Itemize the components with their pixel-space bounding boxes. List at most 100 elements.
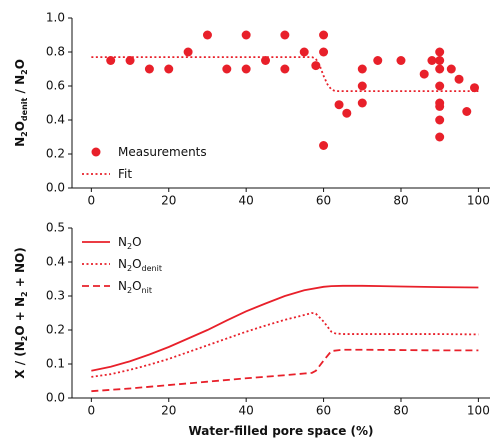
data-point	[334, 100, 344, 110]
data-point	[446, 64, 456, 74]
data-point	[454, 74, 464, 84]
x-tick-label: 20	[161, 194, 176, 208]
y-axis-label: X / (N2O + N2 + NO)	[13, 247, 29, 378]
data-point	[396, 56, 406, 65]
legend-marker	[91, 147, 101, 157]
data-point	[183, 47, 193, 57]
data-point	[435, 115, 445, 125]
data-point	[435, 47, 445, 57]
legend-label: Measurements	[118, 145, 207, 159]
text-part: N	[118, 235, 127, 249]
legend-label: Fit	[118, 167, 132, 181]
y-tick-label: 0.0	[46, 181, 65, 195]
data-point	[357, 64, 367, 74]
data-line	[91, 348, 479, 393]
y-tick-label: 0.1	[46, 357, 65, 371]
data-point	[319, 141, 329, 150]
data-point	[125, 56, 135, 65]
text-part: N	[118, 257, 127, 271]
x-tick-label: 60	[316, 404, 331, 418]
x-tick-label: 0	[88, 404, 96, 418]
data-point	[164, 64, 174, 74]
text-part: denit	[20, 97, 29, 121]
data-point	[435, 56, 445, 65]
text-part: Measurements	[118, 145, 207, 159]
legend-label: N2O	[118, 235, 142, 251]
x-tick-label: 60	[316, 194, 331, 208]
text-part: O	[132, 235, 141, 249]
legend-label: N2Odenit	[118, 257, 162, 273]
text-part: O + N	[13, 297, 27, 336]
x-tick-label: 40	[239, 194, 254, 208]
text-part: O	[13, 59, 27, 69]
data-point	[435, 101, 445, 111]
text-part: O	[13, 121, 27, 131]
data-point	[222, 64, 232, 74]
text-part: 2	[20, 291, 29, 297]
data-point	[462, 107, 472, 116]
data-point	[241, 64, 251, 74]
y-tick-label: 0.2	[46, 147, 65, 161]
data-point	[311, 61, 321, 71]
data-point	[435, 64, 445, 74]
text-part: 2	[127, 242, 132, 251]
y-tick-label: 0.0	[46, 391, 65, 405]
data-point	[241, 30, 251, 40]
data-point	[319, 47, 329, 57]
text-part: N	[13, 137, 27, 147]
text-part: 2	[20, 69, 29, 75]
legend-label: N2Onit	[118, 279, 152, 295]
data-point	[419, 69, 429, 79]
data-point	[357, 98, 367, 108]
y-tick-label: 0.4	[46, 255, 65, 269]
x-tick-label: 80	[393, 194, 408, 208]
text-part: O	[132, 279, 141, 293]
y-tick-label: 0.2	[46, 323, 65, 337]
data-point	[202, 30, 212, 40]
y-tick-label: 0.8	[46, 45, 65, 59]
text-part: O	[132, 257, 141, 271]
x-tick-label: 100	[467, 404, 490, 418]
x-axis-label: Water-filled pore space (%)	[188, 424, 373, 438]
data-point	[261, 56, 271, 65]
data-point	[435, 132, 445, 142]
data-point	[357, 81, 367, 91]
y-axis-label: N2Odenit / N2O	[13, 59, 29, 147]
data-line	[91, 312, 479, 378]
x-tick-label: 80	[393, 404, 408, 418]
text-part: 2	[20, 131, 29, 137]
y-tick-label: 1.0	[46, 11, 65, 25]
data-point	[427, 56, 437, 65]
x-tick-label: 20	[161, 404, 176, 418]
x-tick-label: 0	[88, 194, 96, 208]
x-tick-label: 40	[239, 404, 254, 418]
text-part: 2	[127, 264, 132, 273]
data-point	[144, 64, 154, 74]
text-part: + NO)	[13, 247, 27, 291]
y-tick-label: 0.5	[46, 221, 65, 235]
data-point	[280, 30, 290, 40]
text-part: Water-filled pore space (%)	[188, 424, 373, 438]
y-tick-label: 0.6	[46, 79, 65, 93]
data-point	[373, 56, 383, 65]
data-point	[470, 83, 480, 93]
data-point	[435, 81, 445, 91]
y-tick-label: 0.4	[46, 113, 65, 127]
data-line	[91, 284, 479, 372]
text-part: 2	[127, 286, 132, 295]
text-part: / N	[13, 75, 27, 98]
x-tick-label: 100	[467, 194, 490, 208]
text-part: X / (N	[13, 341, 27, 379]
text-part: 2	[20, 336, 29, 342]
data-point	[280, 64, 290, 74]
text-part: N	[118, 279, 127, 293]
data-point	[106, 56, 116, 65]
text-part: nit	[142, 286, 152, 295]
data-point	[342, 108, 352, 118]
text-part: Fit	[118, 167, 132, 181]
text-part: denit	[142, 264, 162, 273]
data-line	[91, 56, 479, 92]
data-point	[319, 30, 329, 40]
data-point	[299, 47, 309, 57]
